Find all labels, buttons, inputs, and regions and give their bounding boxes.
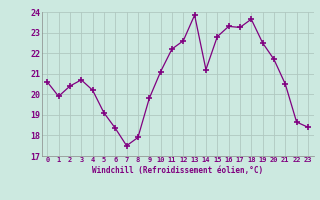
X-axis label: Windchill (Refroidissement éolien,°C): Windchill (Refroidissement éolien,°C) [92,166,263,175]
